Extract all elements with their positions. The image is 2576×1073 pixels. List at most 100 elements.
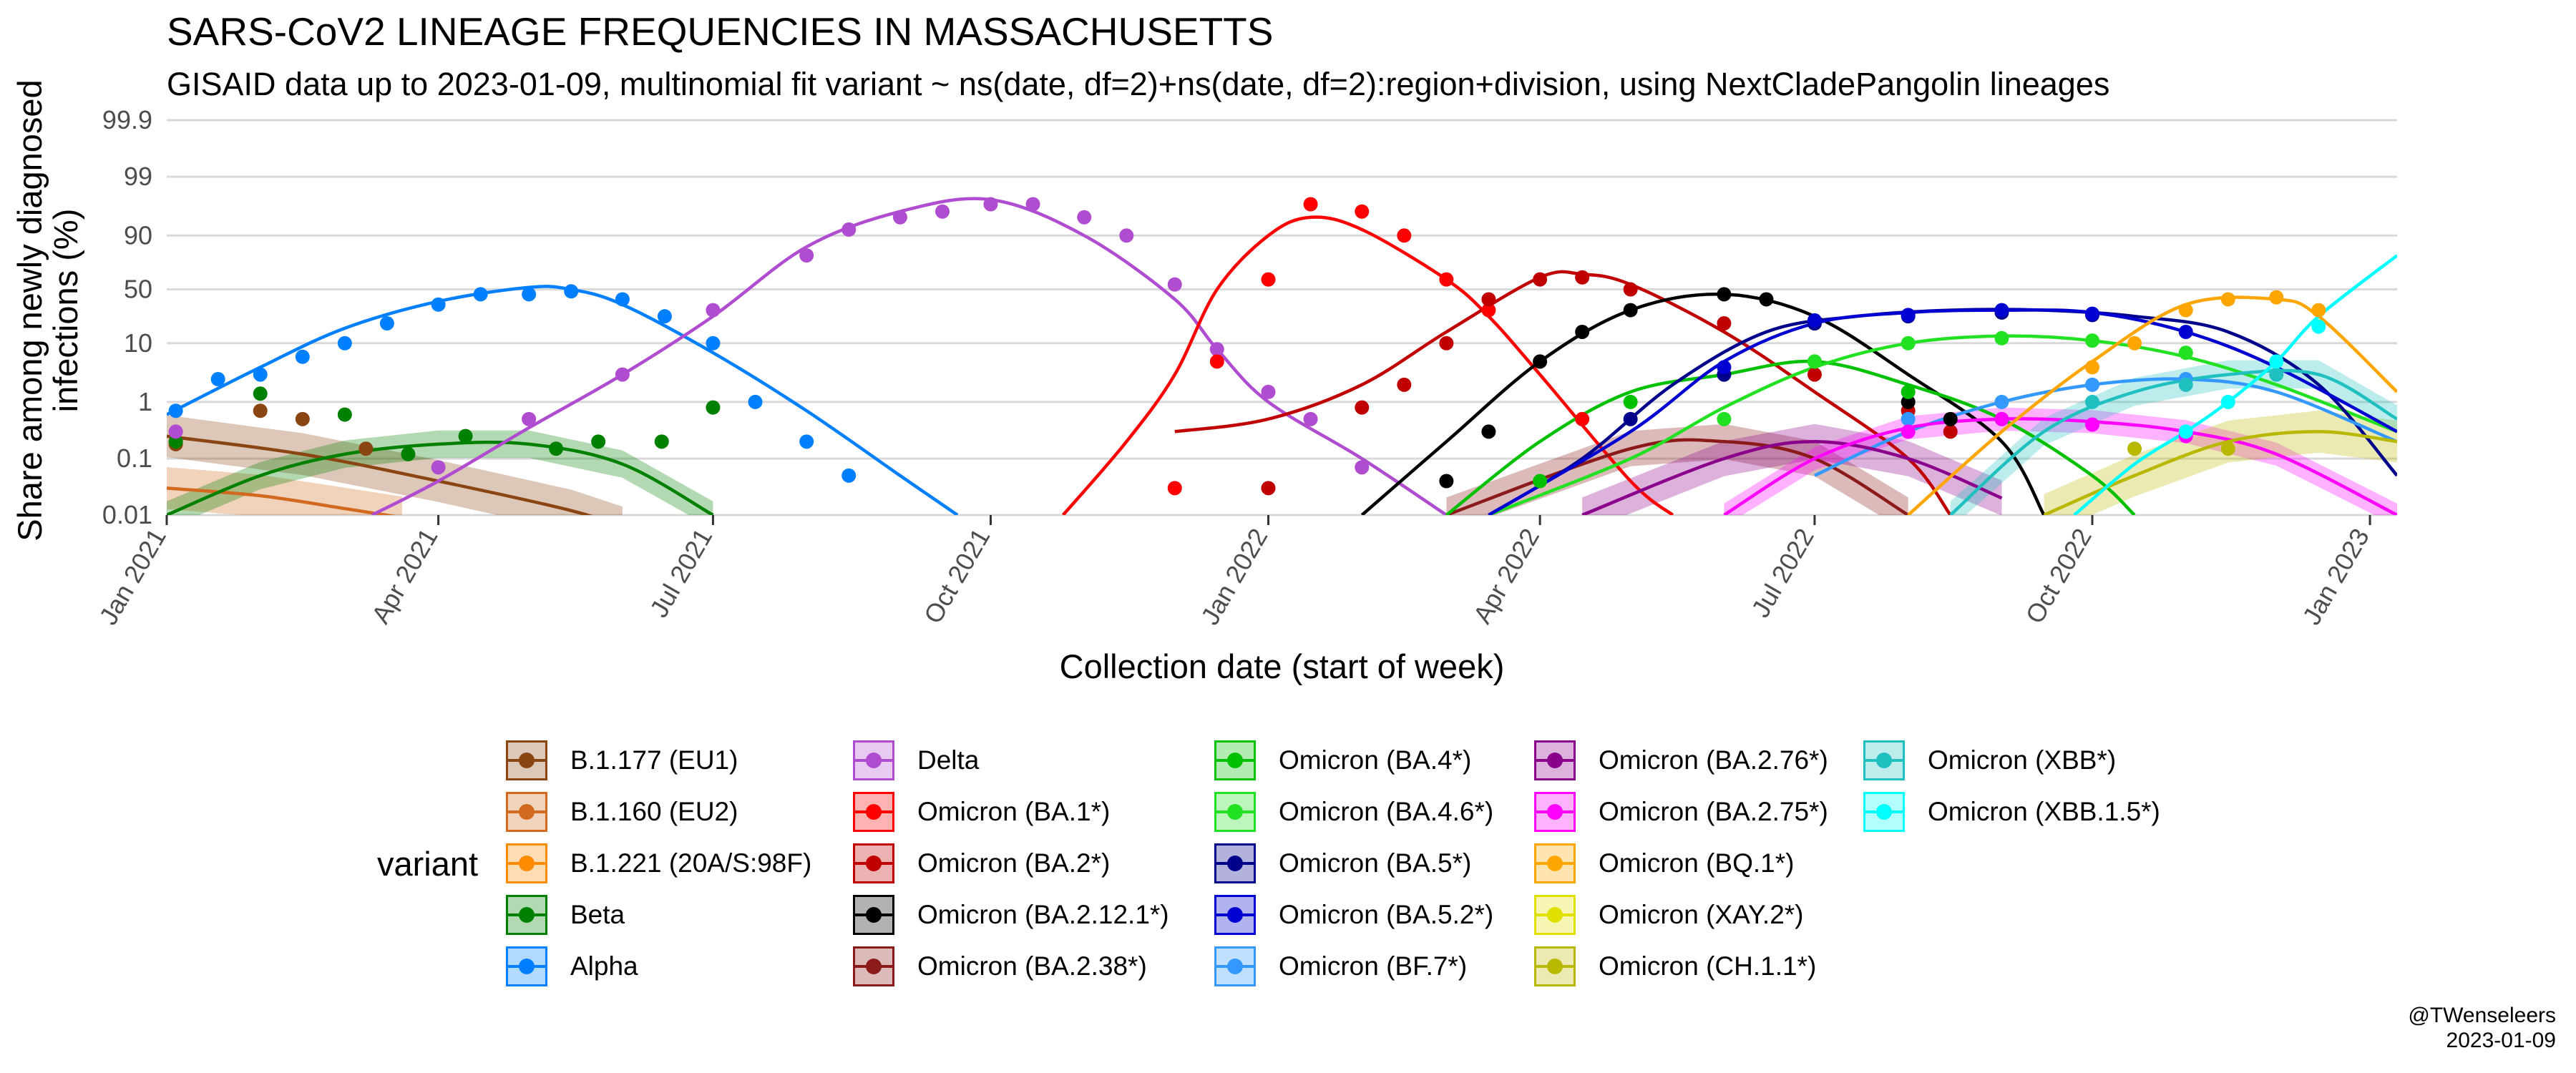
point-beta — [253, 386, 268, 401]
legend-item: Omicron (BF.7*) — [1211, 944, 1467, 989]
fit-line-omicron-ba-2-76 — [1581, 440, 2003, 515]
legend-key — [1211, 944, 1259, 989]
y-tick-label: 50 — [124, 275, 152, 304]
point-omicron-ba-2-75 — [2084, 417, 2099, 432]
legend-label: Omicron (BF.7*) — [1279, 951, 1468, 981]
point-delta — [841, 222, 857, 237]
legend-label: B.1.160 (EU2) — [570, 797, 738, 826]
legend-key — [850, 892, 897, 938]
point-delta — [1355, 460, 1370, 475]
point-omicron-ba-1 — [1261, 272, 1276, 287]
point-omicron-ba-5-2 — [1717, 360, 1732, 375]
point-delta — [706, 303, 721, 318]
point-omicron-bq-1 — [2220, 292, 2235, 307]
credit-date: 2023-01-09 — [2446, 1029, 2556, 1052]
fit-line-omicron-xbb — [1949, 368, 2397, 515]
point-beta — [654, 434, 669, 449]
y-tick-label: 10 — [124, 328, 152, 358]
point-omicron-ba-1 — [1397, 228, 1412, 243]
point-omicron-ba-1 — [1167, 481, 1182, 496]
point-delta — [983, 197, 998, 212]
point-omicron-xbb-1-5 — [2220, 394, 2235, 409]
point-omicron-bq-1 — [2178, 303, 2193, 318]
legend-label: Omicron (BQ.1*) — [1599, 848, 1795, 878]
legend-item: Beta — [503, 892, 625, 938]
band-b-1-177-eu1 — [167, 415, 623, 515]
point-omicron-ba-2-12-1 — [1623, 303, 1638, 318]
legend-item: Omicron (CH.1.1*) — [1531, 944, 1816, 989]
point-omicron-ba-2-12-1 — [1533, 354, 1548, 369]
point-alpha — [431, 297, 446, 312]
legend-key — [1531, 738, 1579, 783]
point-b-1-177-eu1 — [358, 441, 374, 456]
point-omicron-ba-1 — [1575, 411, 1590, 426]
point-delta — [522, 411, 537, 426]
legend-item: Omicron (BA.2.75*) — [1531, 789, 1828, 835]
legend-item: Omicron (BA.1*) — [850, 789, 1110, 835]
legend-item: B.1.221 (20A/S:98F) — [503, 841, 811, 886]
legend-key — [1211, 892, 1259, 938]
point-beta — [549, 441, 564, 456]
legend-item: Omicron (XBB.1.5*) — [1860, 789, 2160, 835]
point-omicron-ba-4 — [1623, 394, 1638, 409]
legend-label: Omicron (CH.1.1*) — [1599, 951, 1817, 981]
point-b-1-177-eu1 — [295, 411, 310, 426]
point-omicron-ba-2 — [1943, 424, 1958, 439]
x-tick-label: Jan 2021 — [93, 524, 172, 630]
point-alpha — [522, 287, 537, 302]
point-beta — [337, 407, 352, 422]
legend-key — [850, 789, 897, 835]
legend-label: Omicron (BA.2.38*) — [917, 951, 1147, 981]
x-tick-label: Apr 2022 — [1467, 524, 1545, 629]
point-omicron-ba-5-2 — [1994, 303, 2009, 318]
x-tick-label: Jul 2022 — [1745, 524, 1820, 622]
point-omicron-xbb-1-5 — [2269, 354, 2284, 369]
point-delta — [1209, 342, 1224, 357]
legend-label: Omicron (BA.4*) — [1279, 745, 1472, 775]
legend-item: Omicron (BA.2.12.1*) — [850, 892, 1169, 938]
point-omicron-ba-2 — [1261, 481, 1276, 496]
point-omicron-bf-7 — [1994, 394, 2009, 409]
y-tick-label: 1 — [138, 387, 152, 416]
legend-item: Omicron (BQ.1*) — [1531, 841, 1794, 886]
point-beta — [401, 446, 416, 461]
point-omicron-xbb — [2269, 367, 2284, 382]
legend-label: Omicron (XBB.1.5*) — [1928, 797, 2160, 826]
y-tick-label: 99.9 — [102, 105, 152, 134]
point-delta — [1077, 210, 1092, 225]
x-tick-label: Oct 2021 — [918, 524, 996, 629]
legend-key — [1211, 841, 1259, 886]
y-tick-label: 0.1 — [117, 444, 152, 473]
band-omicron-ch-1-1 — [2044, 411, 2397, 515]
legend-item: Omicron (BA.2*) — [850, 841, 1110, 886]
legend-label: Omicron (XBB*) — [1928, 745, 2117, 775]
fit-line-omicron-ba-1 — [1061, 215, 1674, 515]
point-alpha — [337, 335, 352, 351]
point-omicron-ba-2-12-1 — [1439, 474, 1454, 489]
band-omicron-xbb — [1950, 360, 2397, 515]
fit-line-beta — [167, 440, 714, 515]
point-b-1-177-eu1 — [253, 403, 268, 418]
legend-key — [850, 738, 897, 783]
legend-key — [1860, 789, 1908, 835]
band-omicron-ba-2-76 — [1582, 423, 2002, 515]
chart-title: SARS-CoV2 LINEAGE FREQUENCIES IN MASSACH… — [167, 9, 1274, 54]
legend-label: Omicron (BA.2*) — [917, 848, 1111, 878]
legend-item: B.1.160 (EU2) — [503, 789, 738, 835]
point-omicron-ba-2 — [1481, 292, 1496, 307]
y-axis-title: Share among newly diagnosedinfections (%… — [11, 79, 84, 541]
point-beta — [591, 434, 606, 449]
point-omicron-ba-4 — [1901, 384, 1916, 399]
point-alpha — [253, 367, 268, 382]
chart-plot: 0.01 0.1 1 10 50 90 99 99.9 Jan 2021 Apr 2021 Jul … — [11, 79, 2397, 685]
legend-label: Omicron (BA.2.76*) — [1599, 745, 1828, 775]
point-omicron-xbb — [2178, 377, 2193, 392]
chart-subtitle: GISAID data up to 2023-01-09, multinomia… — [167, 66, 2110, 102]
point-omicron-ba-1 — [1209, 354, 1224, 369]
y-tick-label: 90 — [124, 220, 152, 250]
x-tick-label: Oct 2022 — [2019, 524, 2097, 629]
point-omicron-ba-2 — [1807, 367, 1822, 382]
legend-label: Delta — [917, 745, 980, 775]
point-delta — [1261, 384, 1276, 399]
point-alpha — [564, 284, 579, 299]
